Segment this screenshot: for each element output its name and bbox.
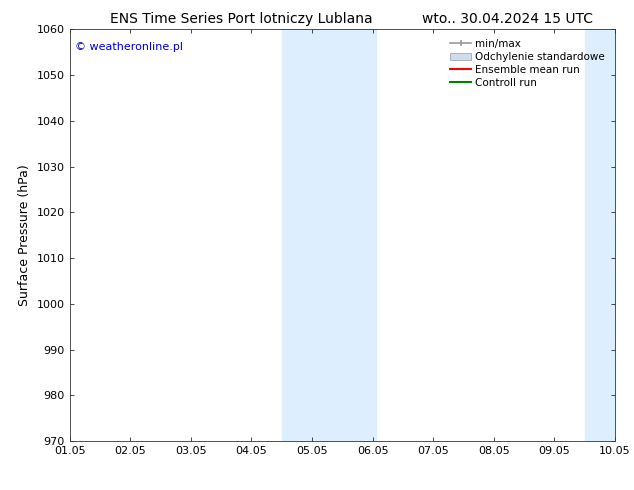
Bar (606, 29, 634, 441)
Text: wto.. 30.04.2024 15 UTC: wto.. 30.04.2024 15 UTC (422, 12, 593, 26)
Bar (303, 29, 376, 441)
Text: © weatheronline.pl: © weatheronline.pl (75, 42, 183, 52)
Bar (281, 29, 303, 441)
Y-axis label: Surface Pressure (hPa): Surface Pressure (hPa) (18, 164, 31, 306)
Bar (585, 29, 606, 441)
Legend: min/max, Odchylenie standardowe, Ensemble mean run, Controll run: min/max, Odchylenie standardowe, Ensembl… (448, 37, 607, 90)
Text: ENS Time Series Port lotniczy Lublana: ENS Time Series Port lotniczy Lublana (110, 12, 372, 26)
